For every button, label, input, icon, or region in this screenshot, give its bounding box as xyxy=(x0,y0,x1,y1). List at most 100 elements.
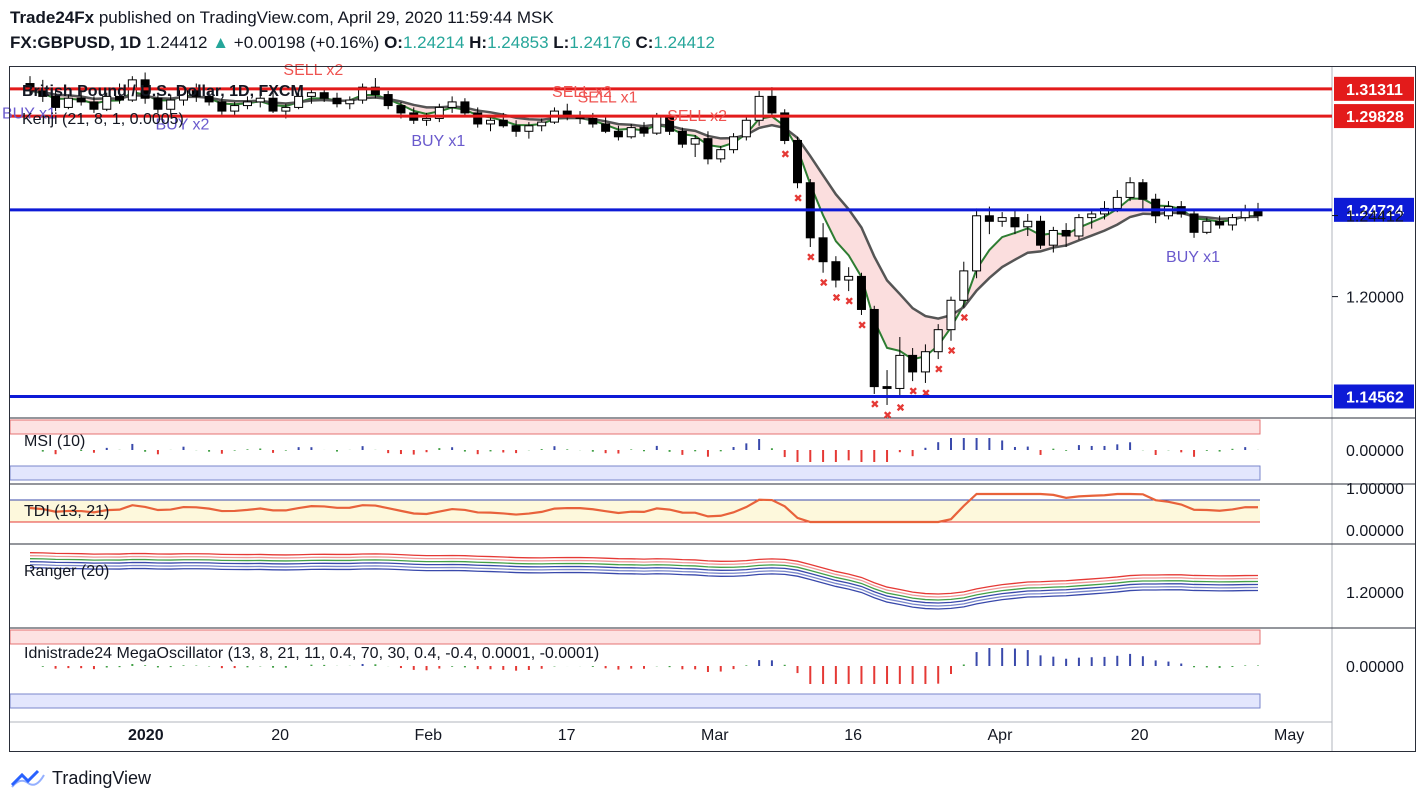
candle-body xyxy=(51,95,61,108)
candle-body xyxy=(767,95,777,114)
candle-body xyxy=(946,299,956,331)
candle-body xyxy=(460,101,470,114)
candle-body xyxy=(383,94,393,107)
candle-body xyxy=(332,97,342,105)
x-tick-6: Apr xyxy=(988,727,1014,744)
candle-body xyxy=(1215,220,1225,226)
cross-marker: ✖ xyxy=(921,387,930,400)
cross-marker: ✖ xyxy=(832,291,841,304)
candle-body xyxy=(306,92,316,97)
candle-body xyxy=(422,117,432,121)
candle-body xyxy=(511,125,521,132)
x-tick-2: Feb xyxy=(415,727,443,744)
candle-body xyxy=(690,138,700,145)
candle-body xyxy=(1036,220,1046,246)
candle-body xyxy=(1048,229,1058,246)
candle-body xyxy=(1189,213,1199,233)
x-tick-1: 20 xyxy=(271,727,289,744)
chart-canvas[interactable]: ✖✖✖✖✖ ✖✖✖✖✖✖ ✖✖✖✖1.313111.298281.247241.14… xyxy=(0,0,1427,760)
tdi-axis-bottom: 0.00000 xyxy=(1346,523,1404,540)
msi-upper-band xyxy=(9,419,1261,435)
candle-body xyxy=(319,92,329,99)
candle-body xyxy=(1227,217,1237,226)
cross-marker: ✖ xyxy=(857,319,866,332)
candle-body xyxy=(1074,217,1084,237)
mega-upper-band xyxy=(9,629,1261,645)
candle-body xyxy=(882,386,892,389)
candle-body xyxy=(908,354,918,373)
price-level-label-0: 1.31311 xyxy=(1346,82,1403,99)
last-price: 1.24412 xyxy=(146,33,208,52)
candle-body xyxy=(473,112,483,125)
price-tick-0: 1.24412 xyxy=(1346,209,1404,226)
candle-body xyxy=(933,329,943,353)
price-level-label-3: 1.14562 xyxy=(1346,389,1404,406)
tdi-line xyxy=(29,492,1259,524)
candle-body xyxy=(1202,220,1212,233)
price-level-tag-1 xyxy=(1334,104,1414,129)
low-value: 1.24176 xyxy=(569,33,631,52)
candle-body xyxy=(1010,217,1020,228)
x-tick-8: May xyxy=(1274,727,1304,744)
x-tick-3: 17 xyxy=(558,727,576,744)
msi-axis-label: 0.00000 xyxy=(1346,443,1404,460)
open-value: 1.24214 xyxy=(402,33,465,52)
price-level-tag-2 xyxy=(1334,197,1414,222)
price-level-label-1: 1.29828 xyxy=(1346,109,1404,126)
ranger-line-1 xyxy=(29,555,1259,598)
candle-body xyxy=(434,106,444,119)
candle-body xyxy=(1023,220,1033,228)
up-arrow-icon: ▲ xyxy=(212,33,230,52)
cross-marker: ✖ xyxy=(819,277,828,290)
candle-body xyxy=(524,125,534,132)
candle-body xyxy=(102,95,112,110)
candle-body xyxy=(370,86,380,96)
signal-sell-5: SELL x1 xyxy=(578,90,638,107)
publish-info: Trade24Fx published on TradingView.com, … xyxy=(10,8,554,28)
candle-body xyxy=(793,139,802,184)
candle-body xyxy=(601,123,611,132)
candle-body xyxy=(76,97,86,103)
cross-marker: ✖ xyxy=(806,251,815,264)
ranger-label: Ranger (20) xyxy=(24,563,109,580)
ranger-axis-label: 1.20000 xyxy=(1346,585,1404,602)
price-change: +0.00198 (+0.16%) xyxy=(233,33,380,52)
msi-label: MSI (10) xyxy=(24,433,85,450)
signal-sell-4: SELL x2 xyxy=(552,84,612,101)
candle-body xyxy=(639,127,649,134)
candle-body xyxy=(25,83,35,92)
candle-body xyxy=(869,308,879,388)
candle-body xyxy=(626,127,636,138)
signal-buy-3: BUY x1 xyxy=(411,133,465,150)
candle-body xyxy=(537,121,547,127)
signal-buy-1: BUY x2 xyxy=(156,117,210,134)
candle-body xyxy=(729,136,739,151)
candle-body xyxy=(1138,182,1148,200)
cross-marker: ✖ xyxy=(870,398,879,411)
published-text: published on TradingView.com, April 29, … xyxy=(98,8,554,27)
x-tick-4: Mar xyxy=(701,727,729,744)
ranger-line-2 xyxy=(29,558,1259,601)
price-level-label-2: 1.24724 xyxy=(1346,203,1404,220)
x-tick-5: 16 xyxy=(844,727,862,744)
candle-body xyxy=(255,97,265,103)
cross-marker: ✖ xyxy=(896,402,905,415)
candle-body xyxy=(588,117,598,125)
signal-sell-6: SELL x2 xyxy=(667,108,727,125)
ranger-line-4 xyxy=(29,564,1259,607)
candle-body xyxy=(268,97,278,112)
publisher-name[interactable]: Trade24Fx xyxy=(10,8,95,27)
candle-body xyxy=(281,106,291,112)
mega-label: Idnistrade24 MegaOscillator (13, 8, 21, … xyxy=(24,645,599,662)
candle-body xyxy=(358,86,368,101)
candle-body xyxy=(716,149,726,160)
candle-body xyxy=(294,95,304,108)
candle-body xyxy=(166,99,176,110)
symbol-header: FX:GBPUSD, 1D 1.24412 ▲ +0.00198 (+0.16%… xyxy=(10,33,715,53)
candle-body xyxy=(780,112,790,141)
candle-body xyxy=(242,101,252,107)
tradingview-footer[interactable]: TradingView xyxy=(10,767,151,789)
x-tick-0: 2020 xyxy=(128,727,164,744)
candle-body xyxy=(1061,229,1071,237)
candle-body xyxy=(230,105,240,112)
